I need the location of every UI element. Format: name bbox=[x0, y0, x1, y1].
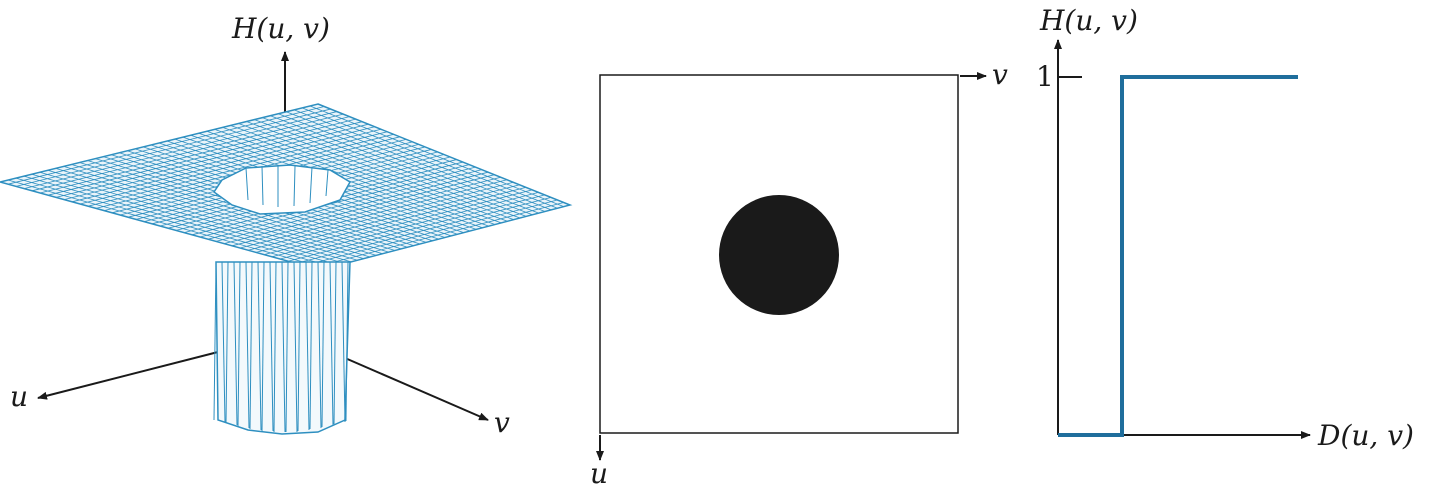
column-wall-line bbox=[293, 261, 298, 433]
chart-x-label: D(u, v) bbox=[1317, 419, 1414, 452]
mesh-line bbox=[271, 189, 533, 258]
mesh-line bbox=[79, 162, 383, 255]
mesh-line bbox=[231, 176, 501, 247]
column-wall-line bbox=[345, 261, 349, 422]
mesh-line bbox=[71, 164, 377, 256]
mesh-line bbox=[279, 191, 539, 260]
mesh-line bbox=[295, 197, 552, 264]
u-axis bbox=[37, 351, 219, 400]
column-wall-line bbox=[221, 261, 226, 423]
cross-section-chart: 1 H(u, v) D(u, v) bbox=[1036, 4, 1414, 452]
mesh-line bbox=[223, 174, 495, 244]
mesh-line bbox=[63, 166, 371, 258]
column-wall-line bbox=[329, 261, 334, 426]
image-u-label: u bbox=[590, 457, 608, 490]
column-wall-line bbox=[245, 261, 250, 429]
v-axis-label: v bbox=[494, 406, 510, 439]
column-wall-line bbox=[225, 261, 229, 424]
mesh-line bbox=[303, 199, 558, 266]
mesh-line bbox=[15, 177, 333, 268]
chart-y-label: H(u, v) bbox=[1039, 4, 1138, 37]
mesh-line bbox=[247, 181, 514, 251]
hole-inner-wall bbox=[245, 165, 329, 207]
mesh-line bbox=[55, 167, 364, 260]
u-axis-label: u bbox=[10, 380, 28, 413]
column-wall-line bbox=[269, 261, 274, 432]
column-wall-line bbox=[257, 261, 262, 431]
column-wall-line bbox=[333, 261, 337, 425]
plane-hole bbox=[212, 164, 352, 215]
column-wall-line bbox=[305, 261, 310, 431]
mesh-line bbox=[47, 169, 358, 261]
mesh-line bbox=[239, 179, 508, 249]
mesh-line bbox=[31, 173, 346, 264]
column-wall-line bbox=[237, 261, 241, 427]
column-wall-line bbox=[297, 261, 301, 432]
mesh-line bbox=[39, 171, 352, 263]
column-wall-line bbox=[317, 261, 322, 429]
mesh-line bbox=[263, 186, 526, 255]
column-wall-line bbox=[261, 261, 265, 432]
mesh-line bbox=[311, 202, 564, 269]
column-wall-line bbox=[249, 261, 253, 430]
perspective-plot-panel: H(u, v) u v bbox=[0, 12, 573, 439]
series-step-line bbox=[1058, 75, 1298, 437]
column-wall-line bbox=[309, 261, 313, 430]
mesh-line bbox=[287, 194, 545, 262]
image-v-label: v bbox=[992, 58, 1008, 91]
column-body bbox=[215, 261, 351, 435]
y-tick-label-1: 1 bbox=[1036, 60, 1054, 93]
mesh-line bbox=[7, 179, 327, 269]
mesh-line bbox=[207, 169, 482, 240]
mesh-line bbox=[199, 166, 476, 238]
column-wall-line bbox=[273, 261, 277, 433]
filter-disc bbox=[719, 195, 839, 315]
mesh-line bbox=[23, 175, 339, 266]
filter-image-panel: v u bbox=[590, 58, 1008, 490]
mesh-line bbox=[215, 171, 489, 242]
column-wall-line bbox=[281, 261, 286, 433]
column-wall-line bbox=[213, 261, 217, 421]
h-axis-label: H(u, v) bbox=[231, 12, 330, 45]
filter-column bbox=[213, 261, 351, 435]
column-wall-line bbox=[233, 261, 238, 426]
column-wall-line bbox=[341, 261, 346, 423]
mesh-line bbox=[255, 184, 520, 253]
column-wall-line bbox=[285, 261, 289, 433]
v-axis bbox=[344, 357, 489, 421]
column-wall-line bbox=[321, 261, 325, 428]
